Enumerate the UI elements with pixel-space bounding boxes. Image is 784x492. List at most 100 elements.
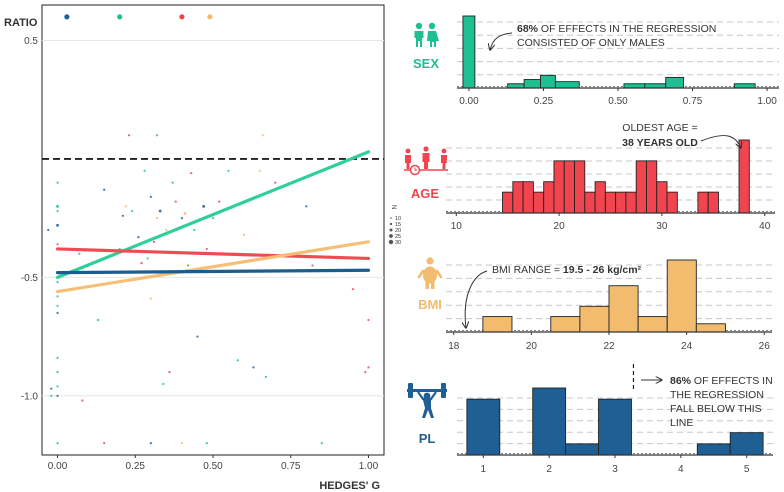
scatter-point [187,264,190,267]
scatter-point [205,247,208,251]
legend-key [389,228,393,232]
scatter-point [155,217,159,220]
bmi-tick-label: 22 [603,341,615,352]
scatter-point [96,318,100,322]
scatter-point [311,264,314,267]
scatter-point [351,288,355,291]
age-bar [604,191,617,214]
bmi-bar [482,316,513,333]
legend-label: 30 [395,240,401,246]
pl-x-axis: 1 2 3 4 5 [457,454,773,475]
y-axis-title: RATIO [4,17,38,29]
scatter-point [252,366,255,369]
scatter-point [140,262,143,265]
y-tick-labels: 0.5 -0.5 -1.0 [21,36,39,402]
age-bar [584,191,596,214]
scatter-point [56,181,59,184]
scatter-point [158,209,162,213]
bmi-tick-label: 26 [759,341,771,352]
scatter-points [47,134,370,445]
pl-tick-label: 1 [481,464,487,475]
scatter-point [180,217,184,220]
regression-line-bmi [55,240,371,294]
scatter-gridlines [42,40,384,397]
x-tick-label: 0.50 [203,461,223,472]
scatter-point [56,243,59,246]
scatter-point [211,217,215,220]
age-tick-label: 20 [554,221,566,232]
scatter-point [56,356,59,359]
age-x-axis: 10 20 30 40 [446,212,775,232]
scatter-point [137,236,140,239]
scatter-point [162,382,165,386]
scatter-panel: 0.5 -0.5 -1.0 0.00 0.25 0.50 0.75 1.00 RATIO H… [4,4,401,492]
sex-bar [540,74,556,89]
legend-key [388,239,394,245]
sex-annotation-line-2: CONSISTED OF ONLY MALES [517,37,665,49]
sex-annotation-line-1: 68% OF EFFECTS IN THE REGRESSION [517,23,716,35]
legend-label: 15 [395,222,401,228]
top-points [64,14,213,20]
sex-bar [523,79,541,89]
scatter-point [264,375,267,378]
age-bar [532,191,545,214]
bmi-x-axis: 18 20 22 24 26 [446,331,772,352]
sex-bar [665,76,685,89]
legend-label: 25 [395,234,401,240]
scatter-point [56,394,59,397]
y-tick-label: -0.5 [21,273,39,284]
people-icon [414,22,439,47]
scatter-point [149,297,152,300]
scatter-point [367,366,370,369]
weightlifter-icon [407,383,447,418]
top-point [207,14,213,20]
age-bar [543,181,555,214]
bmi-tick-label: 20 [526,341,538,352]
scatter-point [174,200,177,203]
legend-label: 20 [395,228,401,234]
pl-panel: PL 1 2 3 4 5 86% OF EFFECTS IN THE REGRESSIO… [407,364,773,475]
scatter-point [171,181,174,184]
scatter-point [56,442,59,445]
legend-title: N [390,205,396,209]
bmi-bar [666,259,697,333]
sex-bars [462,15,756,89]
scatter-point [190,172,193,175]
x-tick-labels: 0.00 0.25 0.50 0.75 1.00 [48,455,379,472]
scatter-point [56,223,59,227]
age-panel: AGE 10 20 30 40 OLDEST AGE = 38 YEARS OLD [404,122,775,232]
scatter-point [56,281,59,284]
scatter-point [196,335,199,338]
sex-panel: SEX 0.00 0.25 0.50 0.75 1.00 68% OF EFFECTS … [413,15,779,107]
age-bar [563,160,575,214]
top-point [64,14,70,20]
sex-tick-label: 1.00 [757,96,777,107]
scatter-point [127,134,131,137]
bmi-bar [637,316,668,333]
y-tick-label: 0.5 [24,36,38,47]
pl-annotation-line-2: THE REGRESSION [670,389,764,401]
pl-bar [466,398,501,456]
x-tick-label: 0.75 [281,461,301,472]
sex-tick-label: 0.25 [534,96,554,107]
regression-line-sex [55,150,371,279]
bmi-tick-label: 24 [681,341,693,352]
sex-bar [507,83,525,89]
scatter-point [261,134,264,137]
scatter-point [81,399,84,402]
scatter-point [155,134,159,137]
scatter-point [56,204,59,208]
scatter-point [242,233,246,236]
legend-label: 10 [395,216,401,222]
age-tick-label: 10 [451,221,463,232]
age-annotation-line-1: OLDEST AGE = [622,122,697,134]
pl-annotation-line-4: LINE [670,417,693,429]
sex-bar [644,83,667,89]
scatter-point [131,209,134,213]
scatter-point [168,371,171,374]
scatter-point [180,442,184,445]
bmi-panel: BMI 18 20 22 24 26 BMI RANGE = 19.5 - 26 kg/… [417,257,772,352]
bmi-annotation: BMI RANGE = 19.5 - 26 kg/cm² [492,264,642,276]
pl-annotation-line-1: 86% OF EFFECTS IN [670,375,773,387]
